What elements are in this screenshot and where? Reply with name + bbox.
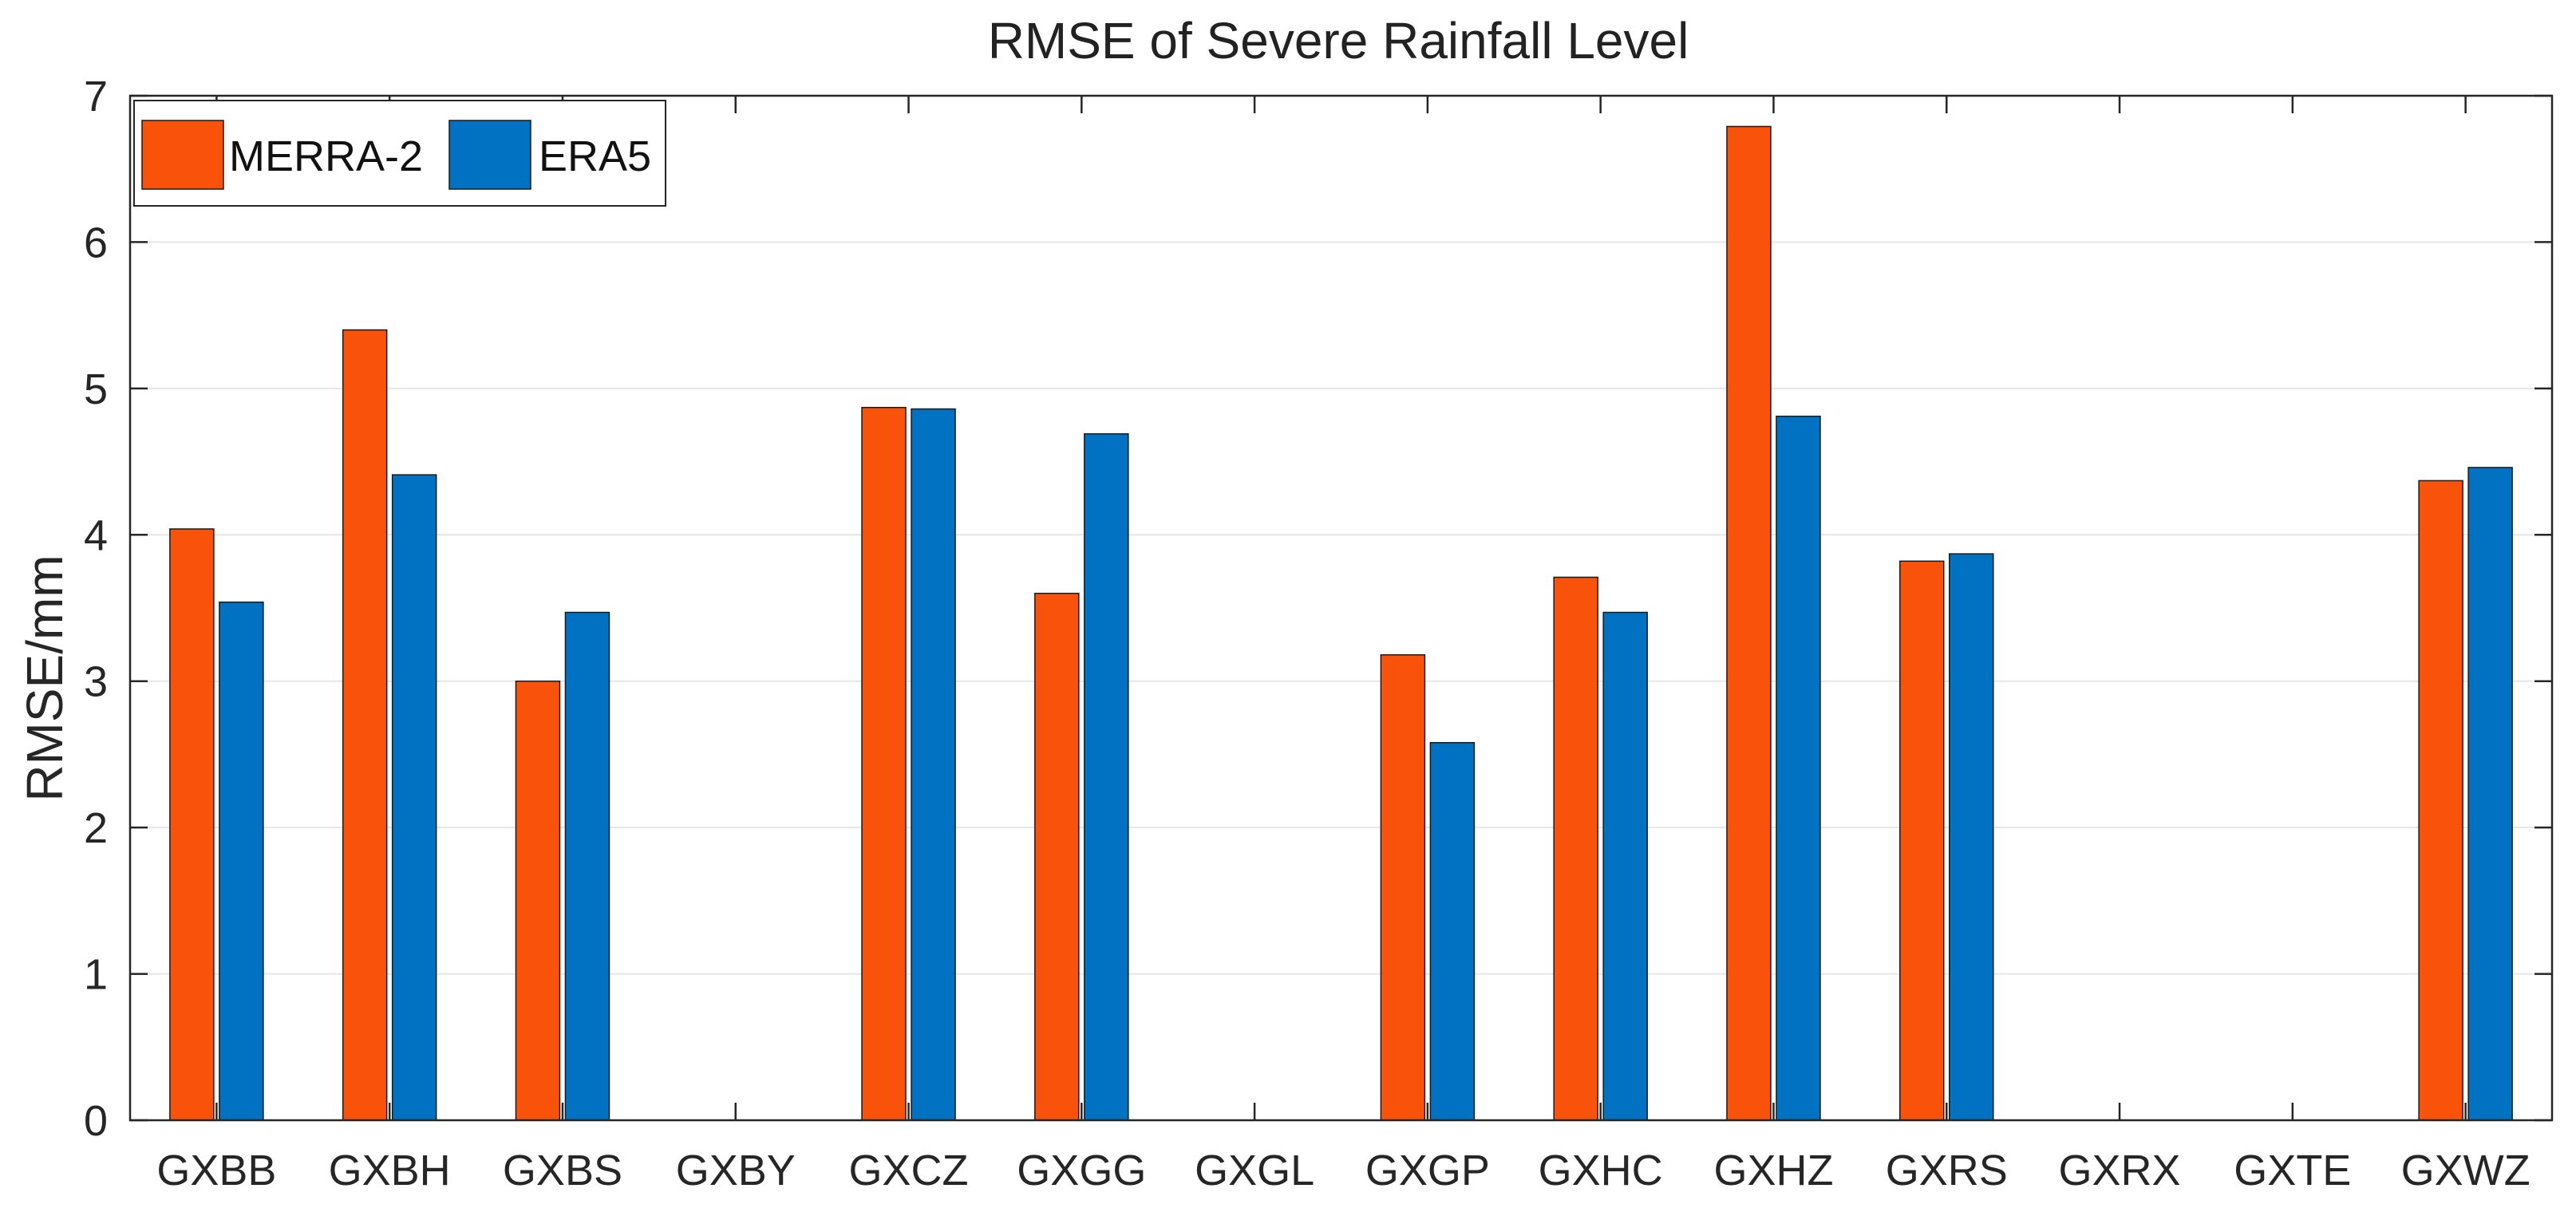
bar-merra-2-gxbh bbox=[342, 329, 388, 1121]
bar-era5-gxbb bbox=[219, 601, 264, 1121]
legend-swatch bbox=[448, 120, 531, 190]
x-tick-label: GXHZ bbox=[1713, 1147, 1833, 1194]
bar-merra-2-gxhz bbox=[1726, 125, 1772, 1121]
y-tick-label: 2 bbox=[84, 804, 108, 852]
y-tick-label: 4 bbox=[84, 511, 108, 559]
axis-ticks: 0 1 2 3 4 5 6 7 GXBB GXBH GXBS GXBY GXCZ GXGG GXGL GXGP… bbox=[84, 73, 2552, 1194]
bar-merra-2-gxbb bbox=[169, 528, 215, 1121]
bar-era5-gxbh bbox=[391, 474, 437, 1121]
bar-merra-2-gxrs bbox=[1899, 560, 1945, 1121]
x-tick-label: GXBB bbox=[156, 1147, 276, 1194]
bar-era5-gxgg bbox=[1084, 432, 1129, 1121]
legend: MERRA-2 ERA5 bbox=[133, 100, 666, 207]
x-tick-label: GXGP bbox=[1365, 1147, 1490, 1194]
y-tick-label: 6 bbox=[84, 219, 108, 266]
bar-era5-gxgp bbox=[1429, 742, 1476, 1121]
legend-swatch bbox=[141, 120, 224, 190]
bar-era5-gxwz bbox=[2467, 467, 2513, 1121]
bar-merra-2-gxwz bbox=[2418, 480, 2463, 1121]
x-tick-label: GXBY bbox=[676, 1147, 796, 1194]
y-tick-label: 3 bbox=[84, 658, 108, 706]
bar-merra-2-gxgg bbox=[1034, 592, 1080, 1121]
y-axis-label: RMSE/mm bbox=[16, 555, 73, 801]
x-tick-label: GXWZ bbox=[2401, 1147, 2531, 1194]
x-tick-label: GXBS bbox=[503, 1147, 622, 1194]
x-tick-label: GXRS bbox=[1886, 1147, 2008, 1194]
y-tick-label: 0 bbox=[84, 1097, 108, 1145]
y-tick-label: 7 bbox=[84, 73, 108, 120]
bar-era5-gxhz bbox=[1776, 415, 1821, 1121]
bar-era5-gxbs bbox=[564, 611, 610, 1121]
chart-title: RMSE of Severe Rainfall Level bbox=[988, 12, 1689, 69]
bar-era5-gxrs bbox=[1949, 553, 1994, 1121]
bars bbox=[169, 125, 2513, 1121]
x-tick-label: GXGL bbox=[1195, 1147, 1314, 1194]
bar-merra-2-gxhc bbox=[1553, 576, 1598, 1121]
y-tick-label: 5 bbox=[84, 365, 108, 413]
bar-era5-gxhc bbox=[1602, 611, 1648, 1121]
x-tick-label: GXCZ bbox=[849, 1147, 969, 1194]
x-tick-label: GXRX bbox=[2059, 1147, 2181, 1194]
legend-label: ERA5 bbox=[539, 132, 651, 180]
x-tick-label: GXHC bbox=[1539, 1147, 1663, 1194]
plot-frame bbox=[128, 94, 2554, 1122]
y-tick-label: 1 bbox=[84, 951, 108, 999]
x-tick-label: GXBH bbox=[329, 1147, 451, 1194]
x-tick-label: GXGG bbox=[1017, 1147, 1146, 1194]
x-tick-label: GXTE bbox=[2234, 1147, 2351, 1194]
legend-label: MERRA-2 bbox=[229, 132, 423, 180]
bar-merra-2-gxbs bbox=[515, 680, 561, 1121]
bar-merra-2-gxcz bbox=[861, 406, 907, 1121]
bar-era5-gxcz bbox=[911, 408, 956, 1121]
bar-merra-2-gxgp bbox=[1380, 653, 1426, 1121]
